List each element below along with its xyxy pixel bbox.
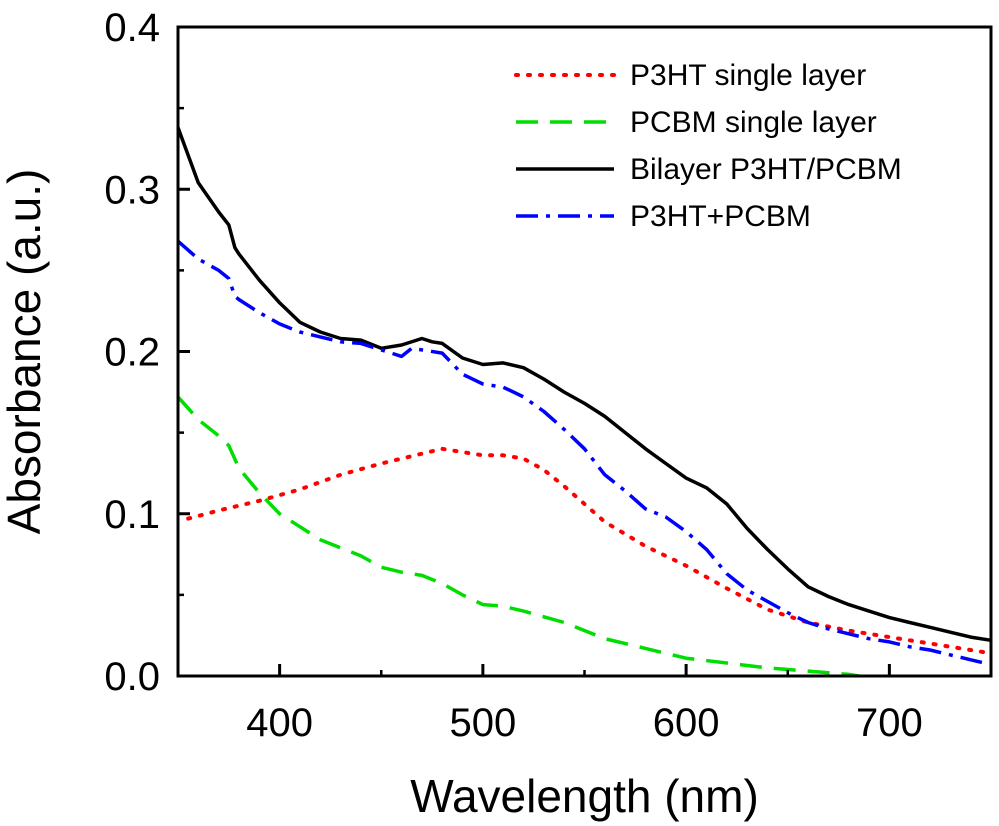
y-tick-label-2: 0.2 <box>104 331 160 375</box>
series-line-2 <box>176 126 992 643</box>
x-axis-title: Wavelength (nm) <box>410 770 759 822</box>
legend: P3HT single layer PCBM single layer Bilaye… <box>514 59 902 233</box>
x-tick-label-3: 700 <box>856 701 923 745</box>
legend-label-1: PCBM single layer <box>630 106 877 139</box>
y-tick-label-4: 0.4 <box>104 6 160 50</box>
x-tick-label-1: 500 <box>450 701 517 745</box>
series-line-1 <box>176 395 860 678</box>
y-tick-label-0: 0.0 <box>104 655 160 699</box>
legend-label-0: P3HT single layer <box>630 59 866 92</box>
y-axis-title: Absorbance (a.u.) <box>0 169 50 535</box>
series-line-3 <box>176 239 992 667</box>
series-layer <box>176 126 993 678</box>
legend-label-2: Bilayer P3HT/PCBM <box>630 153 902 186</box>
ticks-layer: 400 500 600 700 0.0 0.1 0.2 0.3 0.4 <box>104 6 993 745</box>
series-line-0 <box>186 446 993 656</box>
y-tick-label-1: 0.1 <box>104 493 160 537</box>
y-tick-label-3: 0.3 <box>104 168 160 212</box>
x-tick-label-0: 400 <box>246 701 313 745</box>
x-tick-label-2: 600 <box>653 701 720 745</box>
legend-label-3: P3HT+PCBM <box>630 200 811 233</box>
